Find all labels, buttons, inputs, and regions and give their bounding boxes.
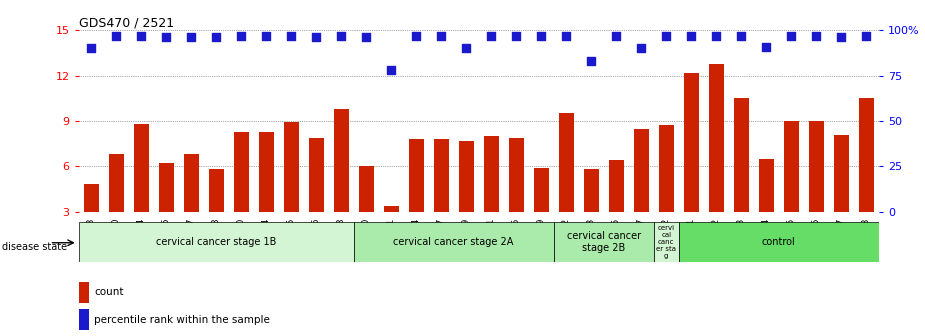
Bar	[79, 309, 89, 330]
Bar	[309, 138, 324, 257]
Bar	[384, 206, 399, 257]
Point	[334, 33, 349, 38]
Bar	[409, 139, 424, 257]
Point	[259, 33, 274, 38]
Bar	[359, 166, 374, 257]
Bar	[133, 124, 149, 257]
Point	[659, 33, 673, 38]
Text: cervical cancer stage 1B: cervical cancer stage 1B	[156, 237, 277, 247]
Bar	[284, 123, 299, 257]
Bar	[634, 129, 648, 257]
Text: cervical cancer stage 2A: cervical cancer stage 2A	[393, 237, 514, 247]
Bar	[554, 222, 654, 262]
Bar	[684, 73, 698, 257]
Point	[184, 35, 199, 40]
Bar	[609, 160, 623, 257]
Point	[634, 46, 648, 51]
Bar	[209, 169, 224, 257]
Text: cervical cancer
stage 2B: cervical cancer stage 2B	[567, 231, 641, 253]
Point	[584, 58, 598, 64]
Bar	[709, 64, 723, 257]
Bar	[259, 132, 274, 257]
Text: disease state: disease state	[2, 242, 67, 252]
Point	[758, 44, 773, 49]
Point	[109, 33, 124, 38]
Bar	[659, 126, 673, 257]
Bar	[783, 121, 798, 257]
Point	[609, 33, 623, 38]
Bar	[833, 135, 849, 257]
Text: cervi
cal
canc
er sta
g: cervi cal canc er sta g	[656, 225, 676, 259]
Text: GDS470 / 2521: GDS470 / 2521	[79, 16, 174, 29]
Point	[384, 68, 399, 73]
Point	[84, 46, 99, 51]
Bar	[509, 138, 524, 257]
Point	[459, 46, 474, 51]
Bar	[654, 222, 679, 262]
Bar	[679, 222, 879, 262]
Point	[783, 33, 798, 38]
Bar	[459, 141, 474, 257]
Text: count: count	[94, 288, 124, 297]
Point	[409, 33, 424, 38]
Point	[359, 35, 374, 40]
Bar	[184, 154, 199, 257]
Point	[684, 33, 698, 38]
Point	[709, 33, 723, 38]
Bar	[434, 139, 449, 257]
Point	[209, 35, 224, 40]
Bar	[234, 132, 249, 257]
Bar	[484, 136, 499, 257]
Bar	[758, 159, 773, 257]
Point	[858, 33, 873, 38]
Point	[534, 33, 549, 38]
Point	[434, 33, 449, 38]
Bar	[534, 168, 549, 257]
Point	[484, 33, 499, 38]
Point	[309, 35, 324, 40]
Point	[159, 35, 174, 40]
Text: percentile rank within the sample: percentile rank within the sample	[94, 315, 270, 325]
Bar	[734, 98, 748, 257]
Bar	[353, 222, 554, 262]
Bar	[334, 109, 349, 257]
Point	[559, 33, 574, 38]
Point	[833, 35, 848, 40]
Bar	[559, 114, 574, 257]
Point	[808, 33, 823, 38]
Text: control: control	[762, 237, 796, 247]
Bar	[79, 282, 89, 303]
Point	[284, 33, 299, 38]
Bar	[808, 121, 824, 257]
Bar	[584, 169, 598, 257]
Point	[234, 33, 249, 38]
Bar	[858, 98, 874, 257]
Point	[134, 33, 149, 38]
Bar	[108, 154, 124, 257]
Point	[509, 33, 524, 38]
Point	[734, 33, 748, 38]
Bar	[83, 184, 99, 257]
Bar	[159, 163, 174, 257]
Bar	[79, 222, 353, 262]
